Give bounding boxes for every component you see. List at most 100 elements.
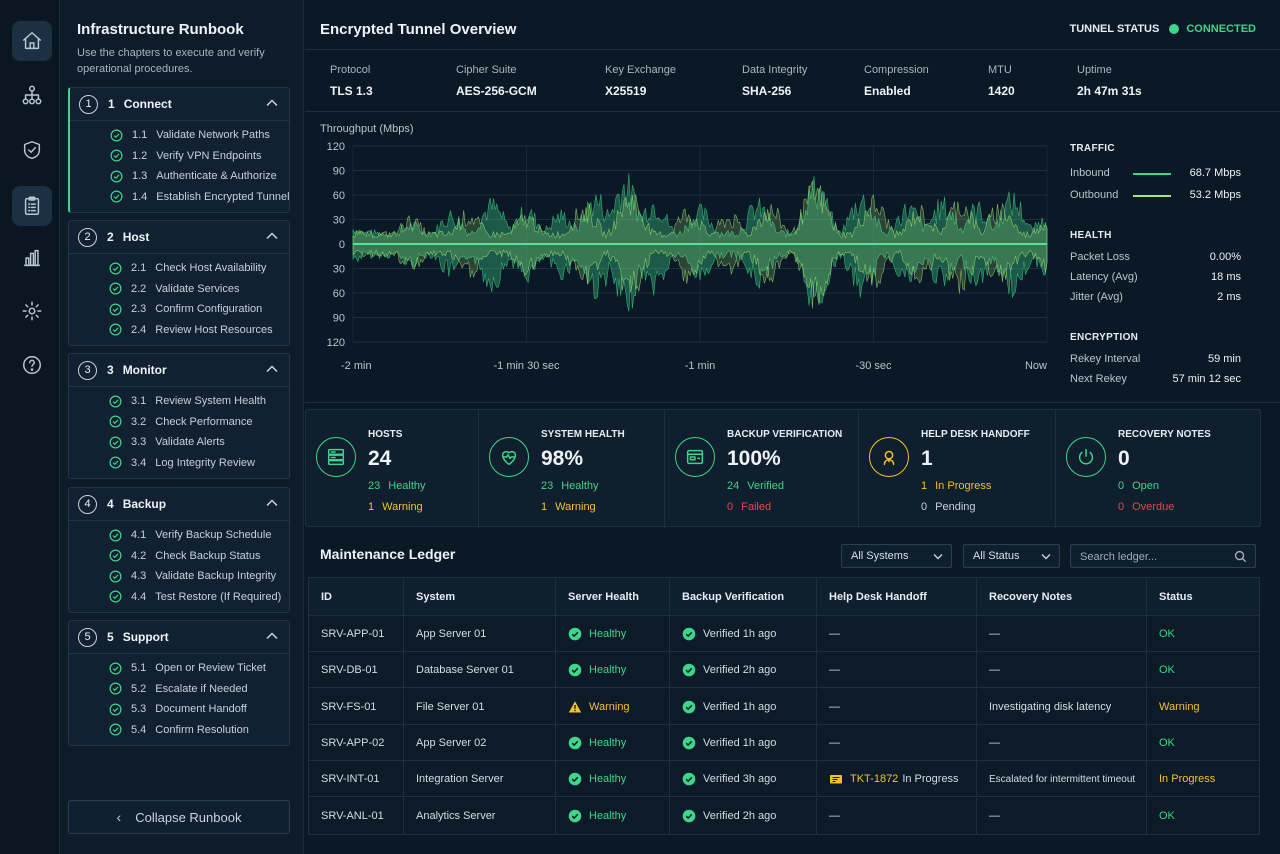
card-title: HOSTS [368, 429, 403, 440]
status-filter-dropdown[interactable]: All Status [963, 544, 1060, 568]
outbound-value: 53.2 Mbps [1189, 189, 1241, 201]
collapse-runbook-button[interactable]: ‹ Collapse Runbook [68, 800, 290, 834]
column-header[interactable]: Status [1159, 591, 1193, 603]
table-row[interactable]: SRV-FS-01 File Server 01 Warning Verified 1… [309, 688, 1259, 725]
recovery-notes-text: — [989, 736, 1000, 749]
check-circle-icon [109, 303, 122, 315]
spec-label: Data Integrity [742, 64, 808, 76]
outbound-legend-line [1133, 195, 1171, 197]
column-header[interactable]: Backup Verification [670, 578, 817, 616]
ticket-link[interactable]: TKT-1872 [850, 773, 899, 786]
card-stat: 0 Failed [727, 501, 771, 513]
runbook-description: Use the chapters to execute and verify o… [77, 47, 265, 75]
summary-card-system-health[interactable]: SYSTEM HEALTH 98% 23 Healthy 1 Warning [479, 410, 665, 528]
spec-value: Enabled [864, 84, 911, 98]
chapter-header[interactable]: 4 4 Backup [69, 488, 289, 521]
runbook-step[interactable]: 2.2 Validate Services [109, 279, 239, 299]
table-row[interactable]: SRV-ANL-01 Analytics Server Healthy Verifie… [309, 797, 1259, 834]
check-circle-icon [109, 682, 122, 695]
runbook-step[interactable]: 5.4 Confirm Resolution [109, 720, 249, 740]
nav-network[interactable] [12, 75, 52, 115]
runbook-step[interactable]: 2.4 Review Host Resources [109, 320, 273, 340]
chapter-header[interactable]: 5 5 Support [69, 621, 289, 654]
spec-label: Key Exchange [605, 64, 676, 76]
runbook-step[interactable]: 1.2 Verify VPN Endpoints [110, 146, 261, 166]
health-row: Packet Loss 0.00% [1070, 251, 1241, 263]
chevron-left-icon: ‹ [116, 809, 122, 825]
step-number: 1.4 [132, 190, 148, 203]
user-support-icon [883, 450, 895, 466]
runbook-step[interactable]: 5.1 Open or Review Ticket [109, 658, 266, 678]
chevron-up-icon[interactable] [265, 98, 279, 108]
runbook-step[interactable]: 3.1 Review System Health [109, 391, 266, 411]
runbook-step[interactable]: 1.1 Validate Network Paths [110, 125, 270, 145]
runbook-title: Infrastructure Runbook [77, 21, 244, 38]
runbook-step[interactable]: 2.1 Check Host Availability [109, 258, 266, 278]
row-system-text: File Server 01 [416, 700, 485, 713]
card-title: BACKUP VERIFICATION [727, 429, 843, 440]
clipboard-icon [24, 196, 40, 215]
nav-settings[interactable] [12, 291, 52, 331]
runbook-step[interactable]: 3.2 Check Performance [109, 412, 253, 432]
spec-data-integrity: Data Integrity SHA-256 [742, 64, 807, 98]
card-stat-count: 24 [727, 480, 740, 492]
step-label: Establish Encrypted Tunnel [156, 190, 290, 203]
runbook-step[interactable]: 4.3 Validate Backup Integrity [109, 566, 276, 586]
column-header[interactable]: Recovery Notes [977, 578, 1147, 616]
nav-reports[interactable] [12, 238, 52, 278]
y-tick-label: 30 [333, 264, 345, 276]
column-header[interactable]: System [404, 578, 556, 616]
runbook-step[interactable]: 4.2 Check Backup Status [109, 546, 260, 566]
runbook-chapter-support: 5 5 Support 5.1 Open or Review Ticket 5.2 Esca… [68, 620, 290, 746]
table-row[interactable]: SRV-APP-01 App Server 01 Healthy Verified 1… [309, 616, 1259, 652]
runbook-step[interactable]: 4.1 Verify Backup Schedule [109, 525, 271, 545]
column-header[interactable]: Help Desk Handoff [817, 578, 977, 616]
summary-card-backup-verification[interactable]: BACKUP VERIFICATION 100% 24 Verified 0 Failed [665, 410, 859, 528]
table-row[interactable]: SRV-APP-02 App Server 02 Healthy Verified 1… [309, 724, 1259, 761]
chapter-number-badge: 1 [79, 95, 98, 114]
card-stat-count: 1 [541, 501, 548, 513]
series-area-outbound-lower [352, 243, 1048, 309]
chevron-up-icon[interactable] [265, 498, 279, 508]
column-header[interactable]: Server Health [556, 578, 670, 616]
runbook-step[interactable]: 1.3 Authenticate & Authorize [110, 166, 277, 186]
chart-title: Throughput (Mbps) [320, 123, 414, 135]
step-number: 1.1 [132, 129, 148, 141]
runbook-step[interactable]: 3.3 Validate Alerts [109, 432, 225, 452]
nav-home[interactable] [12, 21, 52, 61]
chevron-up-icon[interactable] [265, 231, 279, 241]
chapter-header[interactable]: 3 3 Monitor [69, 354, 289, 387]
check-circle-icon [109, 436, 122, 448]
table-row[interactable]: SRV-DB-01 Database Server 01 Healthy Verifi… [309, 652, 1259, 689]
check-circle-icon [682, 700, 696, 713]
runbook-chapter-monitor: 3 3 Monitor 3.1 Review System Health 3.2 Check… [68, 353, 290, 479]
systems-filter-dropdown[interactable]: All Systems [841, 544, 952, 568]
encryption-row: Rekey Interval 59 min [1070, 353, 1241, 365]
chevron-up-icon[interactable] [265, 364, 279, 374]
outbound-row: Outbound 53.2 Mbps [1070, 189, 1241, 201]
runbook-step[interactable]: 1.4 Establish Encrypted Tunnel [110, 187, 290, 207]
search-icon[interactable] [1234, 550, 1247, 563]
runbook-step[interactable]: 5.3 Document Handoff [109, 699, 247, 719]
chapter-header[interactable]: 2 2 Host [69, 221, 289, 254]
card-stat-count: 23 [541, 480, 554, 492]
runbook-step[interactable]: 2.3 Confirm Configuration [109, 299, 262, 319]
nav-runbook[interactable] [12, 186, 52, 226]
summary-card-hosts[interactable]: HOSTS 24 23 Healthy 1 Warning [306, 410, 479, 528]
check-circle-icon [682, 772, 696, 786]
handoff-text: In Progress [902, 773, 959, 786]
status-dot-icon [1169, 24, 1180, 34]
runbook-step[interactable]: 3.4 Log Integrity Review [109, 453, 255, 473]
search-input[interactable] [1080, 549, 1230, 564]
summary-card-help-desk-handoff[interactable]: HELP DESK HANDOFF 1 1 In Progress 0 Pending [859, 410, 1056, 528]
nav-security[interactable] [12, 130, 52, 170]
chevron-up-icon[interactable] [265, 631, 279, 641]
runbook-step[interactable]: 4.4 Test Restore (If Required) [109, 587, 281, 607]
table-row[interactable]: SRV-INT-01 Integration Server Healthy Verif… [309, 761, 1259, 798]
nav-help[interactable] [12, 345, 52, 385]
column-header[interactable]: ID [309, 578, 404, 616]
status-badge: OK [1159, 664, 1175, 677]
summary-card-recovery-notes[interactable]: RECOVERY NOTES 0 0 Open 0 Overdue [1056, 410, 1262, 528]
runbook-step[interactable]: 5.2 Escalate if Needed [109, 679, 248, 699]
chapter-header[interactable]: 1 1 Connect [70, 88, 289, 121]
